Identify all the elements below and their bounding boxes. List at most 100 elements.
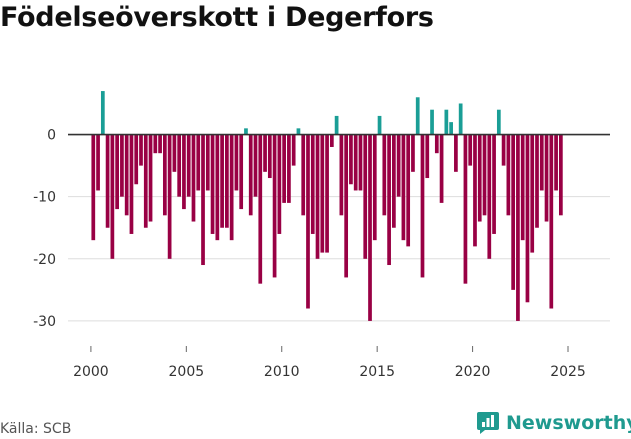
bar-2015Q2[interactable] — [382, 134, 387, 216]
bar-2011Q1[interactable] — [301, 134, 306, 216]
bar-2011Q4[interactable] — [315, 134, 320, 259]
bar-2018Q2[interactable] — [439, 134, 444, 203]
bar-2013Q1[interactable] — [339, 134, 344, 216]
bar-2023Q2[interactable] — [535, 134, 539, 228]
bar-2016Q2[interactable] — [401, 134, 406, 241]
bar-2016Q4[interactable] — [411, 134, 415, 172]
bar-2021Q1[interactable] — [492, 134, 496, 234]
bar-2020Q2[interactable] — [477, 134, 482, 222]
bar-2003Q3[interactable] — [158, 134, 162, 154]
bar-2024Q3[interactable] — [559, 134, 563, 216]
bar-2001Q2[interactable] — [115, 134, 119, 210]
bar-2005Q4[interactable] — [201, 134, 205, 266]
bar-2005Q2[interactable] — [191, 134, 196, 222]
bar-2013Q3[interactable] — [349, 134, 353, 185]
bar-2016Q3[interactable] — [406, 134, 411, 247]
bar-2020Q3[interactable] — [482, 134, 487, 216]
bar-2023Q1[interactable] — [530, 134, 535, 253]
brand-logo[interactable]: Newsworthy — [476, 408, 631, 438]
bar-2015Q1[interactable] — [377, 115, 382, 135]
bar-2017Q4[interactable] — [430, 109, 434, 135]
bar-2007Q2[interactable] — [229, 134, 234, 241]
bar-2017Q3[interactable] — [425, 134, 430, 179]
bar-2001Q4[interactable] — [124, 134, 129, 216]
bar-2016Q1[interactable] — [396, 134, 401, 197]
bar-2014Q4[interactable] — [372, 134, 377, 241]
bar-2001Q1[interactable] — [110, 134, 115, 259]
bar-2007Q1[interactable] — [225, 134, 229, 228]
bar-2022Q3[interactable] — [520, 134, 525, 241]
bar-2008Q1[interactable] — [244, 128, 248, 135]
bar-2018Q3[interactable] — [444, 109, 449, 135]
bar-2007Q3[interactable] — [234, 134, 239, 191]
bar-2008Q2[interactable] — [248, 134, 253, 216]
bar-2002Q4[interactable] — [143, 134, 148, 228]
bar-2009Q1[interactable] — [263, 134, 267, 172]
bar-2019Q2[interactable] — [458, 103, 463, 135]
bar-2009Q2[interactable] — [267, 134, 272, 179]
bar-2014Q1[interactable] — [358, 134, 363, 191]
bar-2023Q4[interactable] — [544, 134, 549, 222]
bar-2008Q3[interactable] — [253, 134, 258, 197]
bar-2015Q3[interactable] — [387, 134, 391, 266]
bar-2020Q1[interactable] — [473, 134, 477, 247]
bar-2013Q4[interactable] — [353, 134, 358, 191]
bar-2006Q3[interactable] — [215, 134, 220, 241]
bar-2023Q3[interactable] — [539, 134, 544, 191]
bar-2018Q4[interactable] — [449, 122, 453, 135]
bar-2008Q4[interactable] — [258, 134, 263, 284]
bar-2015Q4[interactable] — [392, 134, 396, 228]
bar-2010Q4[interactable] — [296, 128, 301, 135]
bar-2002Q3[interactable] — [139, 134, 143, 166]
bar-2011Q3[interactable] — [310, 134, 315, 234]
bar-2004Q3[interactable] — [177, 134, 182, 197]
bar-2004Q1[interactable] — [167, 134, 172, 259]
bar-2006Q4[interactable] — [220, 134, 224, 228]
bar-2009Q3[interactable] — [272, 134, 277, 278]
bar-2012Q1[interactable] — [320, 134, 325, 253]
bar-2018Q1[interactable] — [434, 134, 439, 154]
bar-2012Q4[interactable] — [334, 115, 339, 135]
bar-2003Q1[interactable] — [148, 134, 153, 222]
bar-2006Q2[interactable] — [210, 134, 215, 234]
bar-2019Q3[interactable] — [463, 134, 468, 284]
bar-2021Q4[interactable] — [506, 134, 511, 216]
bar-2007Q4[interactable] — [239, 134, 244, 210]
bar-2005Q3[interactable] — [196, 134, 201, 191]
bar-2004Q2[interactable] — [172, 134, 177, 172]
bar-2013Q2[interactable] — [344, 134, 349, 278]
bar-2000Q4[interactable] — [105, 134, 110, 228]
bar-2012Q3[interactable] — [329, 134, 334, 147]
bar-2004Q4[interactable] — [182, 134, 186, 210]
bar-2002Q1[interactable] — [129, 134, 134, 234]
bar-2006Q1[interactable] — [205, 134, 210, 191]
bar-2022Q1[interactable] — [511, 134, 516, 290]
bar-2003Q2[interactable] — [153, 134, 158, 154]
bar-2019Q1[interactable] — [454, 134, 458, 172]
bar-2024Q1[interactable] — [549, 134, 554, 309]
bar-2010Q2[interactable] — [287, 134, 291, 203]
bar-2010Q1[interactable] — [282, 134, 286, 203]
bar-2010Q3[interactable] — [291, 134, 296, 166]
bar-2000Q1[interactable] — [91, 134, 96, 241]
bar-2017Q1[interactable] — [415, 97, 420, 135]
bar-2000Q2[interactable] — [96, 134, 100, 191]
bar-2024Q2[interactable] — [554, 134, 558, 191]
bar-2011Q2[interactable] — [306, 134, 310, 309]
bar-2002Q2[interactable] — [134, 134, 139, 185]
bar-2009Q4[interactable] — [277, 134, 282, 234]
bar-2001Q3[interactable] — [120, 134, 124, 197]
bar-2003Q4[interactable] — [162, 134, 167, 216]
bar-2012Q2[interactable] — [325, 134, 329, 253]
bar-2000Q3[interactable] — [100, 91, 105, 135]
bar-2021Q2[interactable] — [496, 109, 501, 135]
bar-2019Q4[interactable] — [468, 134, 473, 166]
bar-2022Q2[interactable] — [516, 134, 520, 321]
bar-2021Q3[interactable] — [501, 134, 506, 166]
bar-2022Q4[interactable] — [525, 134, 530, 303]
bar-2020Q4[interactable] — [487, 134, 492, 259]
bar-2017Q2[interactable] — [420, 134, 425, 278]
bar-2014Q2[interactable] — [363, 134, 368, 259]
bar-2005Q1[interactable] — [186, 134, 191, 197]
bar-2014Q3[interactable] — [368, 134, 372, 321]
